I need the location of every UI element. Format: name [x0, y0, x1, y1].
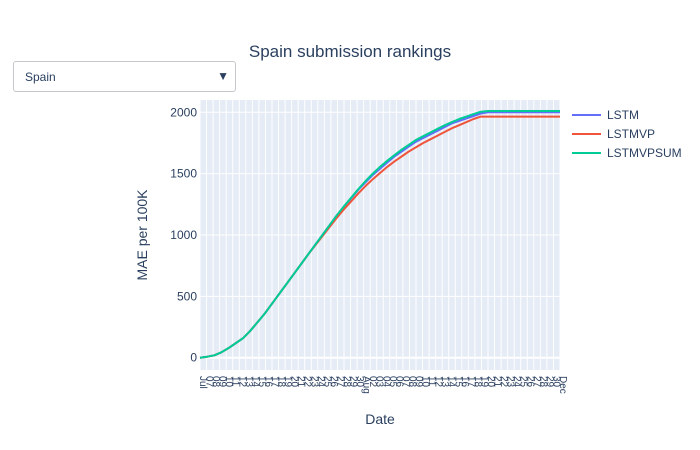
x-tick-label: 05: [387, 376, 398, 388]
x-tick-label: 08: [210, 376, 221, 388]
x-tick-label: 13: [439, 376, 450, 388]
x-tick-label: 09: [413, 376, 424, 388]
x-tick-label: 13: [243, 376, 254, 388]
y-tick-label: 1000: [170, 228, 197, 242]
x-tick-label: 26: [524, 376, 535, 388]
x-tick-label: 10: [223, 376, 234, 388]
x-axis-title: Date: [365, 411, 395, 427]
x-tick-label: Aug: [361, 376, 372, 394]
chevron-down-icon: ▼: [217, 69, 229, 83]
x-tick-label: 24: [315, 376, 326, 388]
grid: [199, 100, 561, 370]
x-tick-label: 28: [341, 376, 352, 388]
x-tick-label: 18: [276, 376, 287, 388]
x-tick-label: 29: [544, 376, 555, 388]
x-tick-label: 24: [511, 376, 522, 388]
x-tick-label: 23: [505, 376, 516, 388]
x-tick-label: Dec: [557, 376, 568, 394]
x-tick-label: 14: [249, 376, 260, 388]
x-tick-label: 10: [420, 376, 431, 388]
x-tick-label: 12: [433, 376, 444, 388]
x-tick-label: 16: [262, 376, 273, 388]
y-axis-title: MAE per 100K: [134, 189, 150, 281]
x-tick-label: 08: [406, 376, 417, 388]
x-tick-label: 21: [295, 376, 306, 388]
y-tick-label: 0: [190, 351, 197, 365]
x-tick-label: 07: [400, 376, 411, 388]
series-line-lstmvpsum[interactable]: [199, 110, 560, 359]
x-tick-label: 20: [289, 376, 300, 388]
series-layer: [199, 110, 560, 359]
x-tick-label: 25: [518, 376, 529, 388]
x-tick-label: 11: [230, 376, 241, 387]
x-tick-label: 04: [380, 376, 391, 388]
x-tick-label: 06: [393, 376, 404, 388]
x-tick-label: 26: [328, 376, 339, 388]
x-tick-label: 09: [217, 376, 228, 388]
legend: LSTM LSTMVP LSTMVPSUM: [572, 108, 682, 160]
x-tick-label: 21: [492, 376, 503, 388]
x-tick-label: 19: [282, 376, 293, 388]
legend-label[interactable]: LSTM: [607, 108, 639, 122]
x-tick-label: 15: [452, 376, 463, 388]
x-tick-label: 22: [498, 376, 509, 388]
y-tick-label: 500: [177, 289, 197, 303]
x-tick-label: 14: [446, 376, 457, 388]
x-tick-label: 17: [465, 376, 476, 388]
x-tick-label: 22: [302, 376, 313, 388]
x-tick-label: 27: [531, 376, 542, 388]
chart-title: Spain submission rankings: [249, 42, 451, 61]
x-tick-label: 17: [269, 376, 280, 388]
y-axis: 0 500 1000 1500 2000: [170, 105, 197, 364]
x-tick-label: 23: [308, 376, 319, 388]
x-tick-label: 07: [204, 376, 215, 388]
x-tick-label: 12: [236, 376, 247, 388]
x-tick-label: 15: [256, 376, 267, 388]
country-dropdown[interactable]: Spain ▼: [13, 61, 236, 92]
x-tick-label: 25: [321, 376, 332, 388]
x-tick-label: 11: [426, 376, 437, 387]
legend-label[interactable]: LSTMVP: [607, 127, 655, 141]
x-tick-label: 02: [367, 376, 378, 388]
x-tick-label: Jul: [197, 376, 208, 389]
y-tick-label: 1500: [170, 167, 197, 181]
x-tick-label: 30: [550, 376, 561, 388]
dropdown-selected-label: Spain: [25, 70, 56, 84]
x-tick-label: 29: [348, 376, 359, 388]
x-tick-label: 30: [354, 376, 365, 388]
legend-label[interactable]: LSTMVPSUM: [607, 146, 682, 160]
x-tick-label: 16: [459, 376, 470, 388]
x-tick-label: 28: [537, 376, 548, 388]
x-tick-label: 18: [472, 376, 483, 388]
x-tick-label: 27: [334, 376, 345, 388]
y-tick-label: 2000: [170, 105, 197, 119]
x-tick-label: 19: [478, 376, 489, 388]
x-tick-label: 20: [485, 376, 496, 388]
x-axis: Jul0708091011121314151617181920212223242…: [197, 376, 568, 394]
x-tick-label: 03: [374, 376, 385, 388]
